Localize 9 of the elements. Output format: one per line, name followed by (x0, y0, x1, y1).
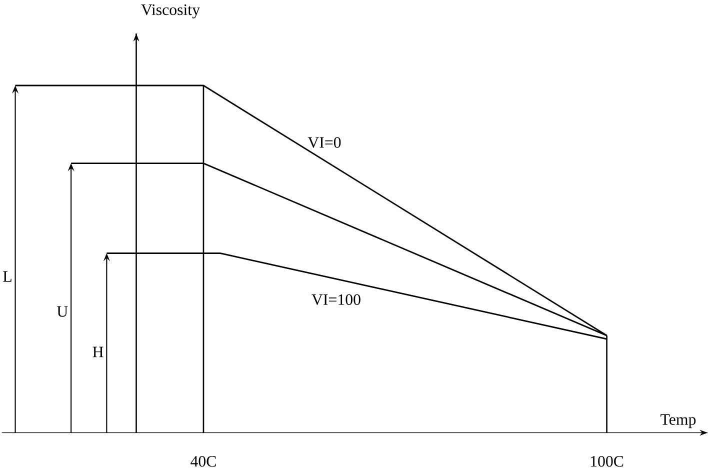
y-axis-title: Viscosity (141, 4, 200, 18)
annotation: U (57, 306, 68, 317)
x-tick-label: 100C (590, 456, 624, 467)
annotation: H (92, 346, 104, 358)
x-tick-label: 40C (190, 456, 216, 467)
x-axis-title: Temp (660, 414, 696, 428)
series-label: VI=0 (308, 137, 341, 148)
annotation: L (3, 271, 12, 282)
series-label: VI=100 (312, 294, 360, 306)
